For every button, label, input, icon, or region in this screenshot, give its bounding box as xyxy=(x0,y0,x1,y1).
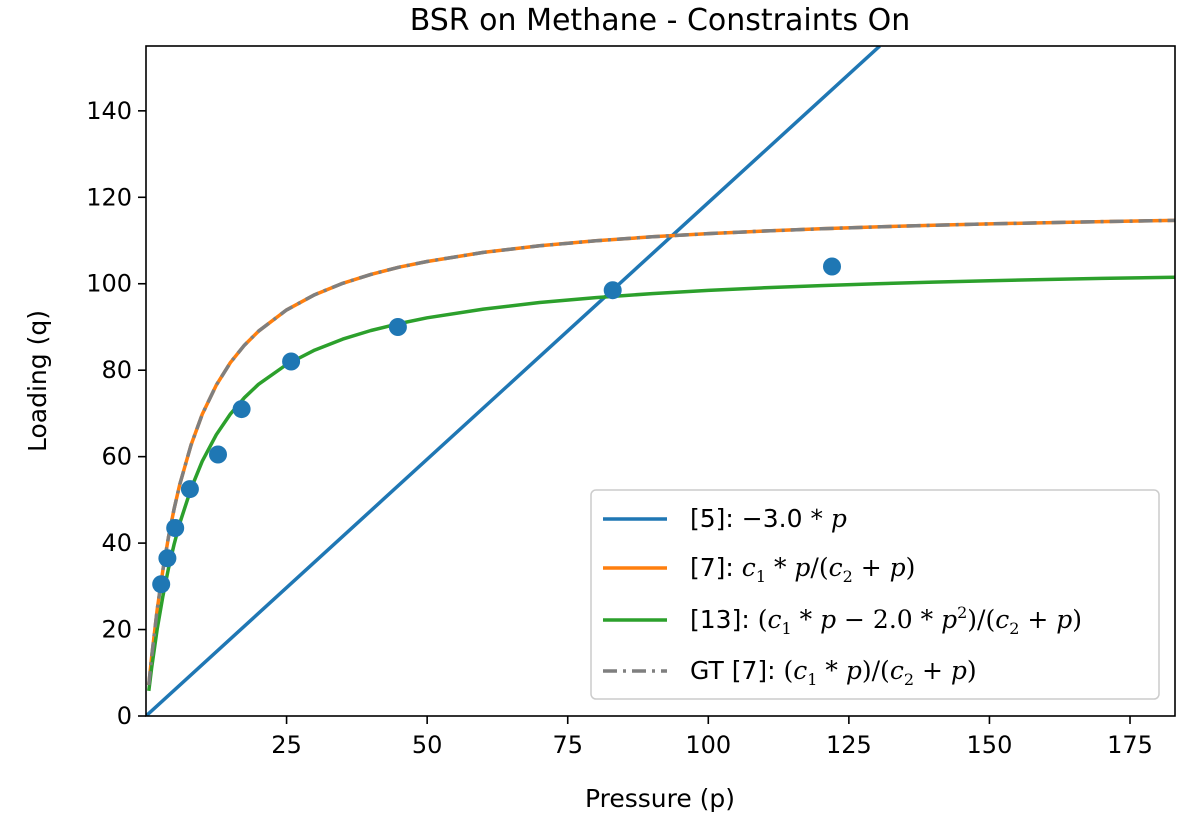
x-axis: 25 50 75 100 125 150 175 xyxy=(271,716,1153,759)
legend-label-13: [13]: (c1 * p − 2.0 * p2)/(c2 + p) xyxy=(690,603,1082,638)
y-tick-label: 20 xyxy=(101,616,132,644)
y-tick-label: 60 xyxy=(101,443,132,471)
legend-entry-13: [13]: (c1 * p − 2.0 * p2)/(c2 + p) xyxy=(603,603,1082,638)
data-point xyxy=(603,281,622,300)
y-tick-label: 40 xyxy=(101,529,132,557)
data-point xyxy=(158,549,177,568)
x-tick-label: 175 xyxy=(1107,731,1153,759)
series-line-2 xyxy=(147,275,1175,692)
legend-entry-5: [5]: −3.0 * p xyxy=(603,504,847,533)
y-tick-label: 120 xyxy=(86,183,132,211)
data-point xyxy=(823,257,841,276)
y-tick-label: 0 xyxy=(117,702,132,730)
legend: [5]: −3.0 * p [7]: c1 * p/(c2 + p) [13]:… xyxy=(590,489,1160,700)
x-tick-label: 75 xyxy=(552,731,583,759)
y-tick-label: 80 xyxy=(101,356,132,384)
data-point xyxy=(209,445,227,464)
legend-label-5: [5]: −3.0 * p xyxy=(690,504,847,533)
data-point xyxy=(180,480,199,499)
legend-entry-gt7: GT [7]: (c1 * p)/(c2 + p) xyxy=(603,656,977,689)
data-point xyxy=(282,352,301,371)
data-point xyxy=(388,318,407,336)
data-point xyxy=(166,519,185,537)
series-line-0 xyxy=(146,46,881,716)
legend-entry-7: [7]: c1 * p/(c2 + p) xyxy=(603,553,915,586)
x-tick-label: 50 xyxy=(412,731,443,759)
y-tick-label: 100 xyxy=(86,270,132,298)
data-point xyxy=(232,400,251,419)
legend-box xyxy=(590,489,1160,700)
chart-title: BSR on Methane - Constraints On xyxy=(410,3,911,38)
data-point xyxy=(152,575,171,594)
x-axis-title: Pressure (p) xyxy=(585,784,735,813)
plot-frame xyxy=(145,45,1176,717)
plot-area xyxy=(146,46,1175,716)
x-tick-label: 25 xyxy=(271,731,302,759)
y-axis: 0 20 40 60 80 100 120 140 xyxy=(86,97,146,730)
y-axis-title: Loading (q) xyxy=(23,310,52,452)
legend-label-7: [7]: c1 * p/(c2 + p) xyxy=(690,553,915,586)
x-tick-label: 125 xyxy=(826,731,872,759)
x-tick-label: 150 xyxy=(967,731,1013,759)
x-tick-label: 100 xyxy=(685,731,731,759)
legend-label-gt7: GT [7]: (c1 * p)/(c2 + p) xyxy=(690,656,977,689)
series-line-3 xyxy=(147,218,1175,686)
y-tick-label: 140 xyxy=(86,97,132,125)
